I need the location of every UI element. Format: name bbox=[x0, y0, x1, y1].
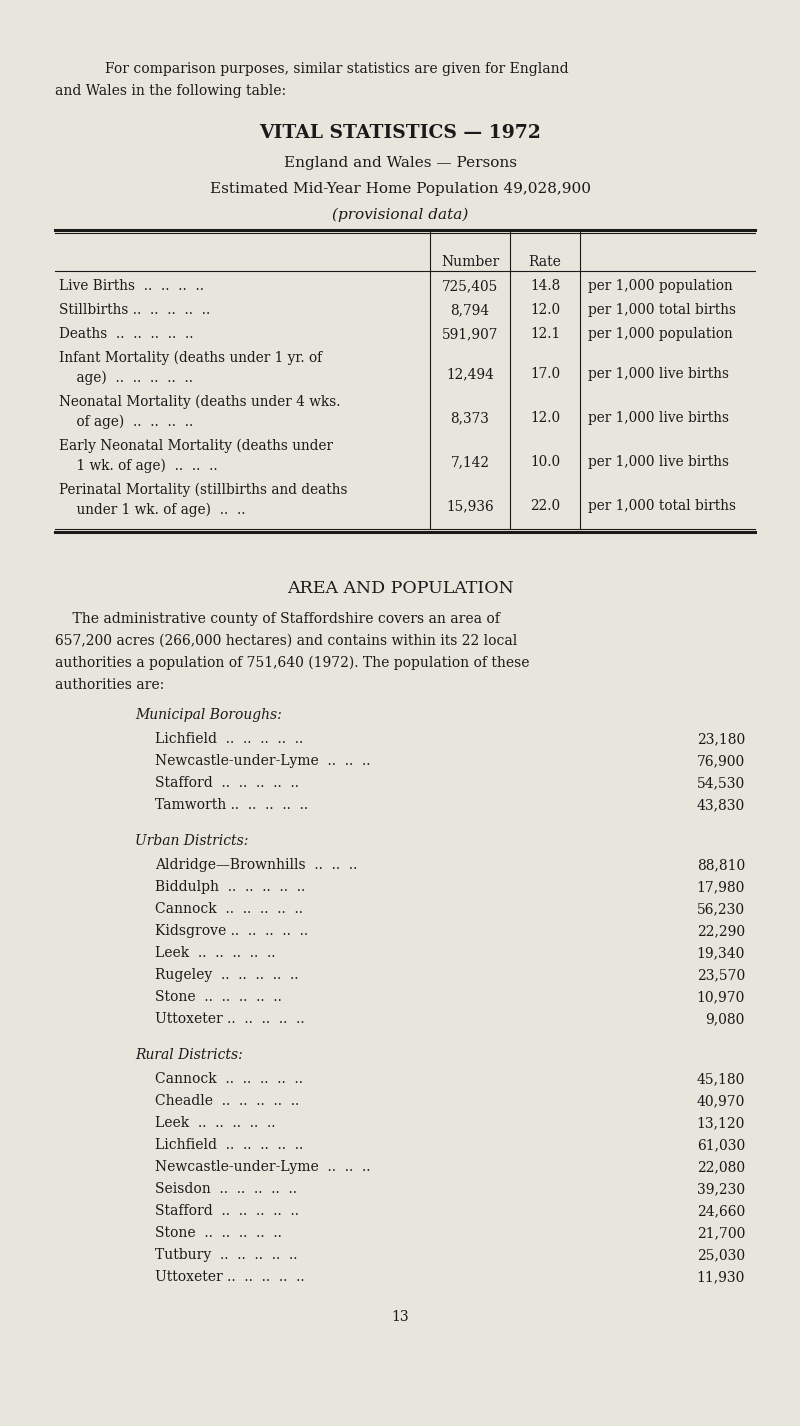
Text: (provisional data): (provisional data) bbox=[332, 208, 468, 222]
Text: per 1,000 live births: per 1,000 live births bbox=[588, 366, 729, 381]
Text: 17,980: 17,980 bbox=[697, 880, 745, 894]
Text: 11,930: 11,930 bbox=[697, 1271, 745, 1283]
Text: Neonatal Mortality (deaths under 4 wks.: Neonatal Mortality (deaths under 4 wks. bbox=[59, 395, 341, 409]
Text: 12.0: 12.0 bbox=[530, 411, 560, 425]
Text: 45,180: 45,180 bbox=[697, 1072, 745, 1087]
Text: 15,936: 15,936 bbox=[446, 499, 494, 513]
Text: Perinatal Mortality (stillbirths and deaths: Perinatal Mortality (stillbirths and dea… bbox=[59, 483, 347, 498]
Text: Leek  ..  ..  ..  ..  ..: Leek .. .. .. .. .. bbox=[155, 945, 275, 960]
Text: 22.0: 22.0 bbox=[530, 499, 560, 513]
Text: 19,340: 19,340 bbox=[697, 945, 745, 960]
Text: Lichfield  ..  ..  ..  ..  ..: Lichfield .. .. .. .. .. bbox=[155, 732, 303, 746]
Text: 13: 13 bbox=[391, 1310, 409, 1323]
Text: Stillbirths ..  ..  ..  ..  ..: Stillbirths .. .. .. .. .. bbox=[59, 302, 210, 317]
Text: 1 wk. of age)  ..  ..  ..: 1 wk. of age) .. .. .. bbox=[59, 459, 218, 473]
Text: 12.1: 12.1 bbox=[530, 327, 560, 341]
Text: Early Neonatal Mortality (deaths under: Early Neonatal Mortality (deaths under bbox=[59, 439, 333, 453]
Text: 12.0: 12.0 bbox=[530, 302, 560, 317]
Text: Kidsgrove ..  ..  ..  ..  ..: Kidsgrove .. .. .. .. .. bbox=[155, 924, 308, 938]
Text: 10.0: 10.0 bbox=[530, 455, 560, 469]
Text: Leek  ..  ..  ..  ..  ..: Leek .. .. .. .. .. bbox=[155, 1117, 275, 1129]
Text: Stafford  ..  ..  ..  ..  ..: Stafford .. .. .. .. .. bbox=[155, 776, 299, 790]
Text: Uttoxeter ..  ..  ..  ..  ..: Uttoxeter .. .. .. .. .. bbox=[155, 1271, 305, 1283]
Text: 40,970: 40,970 bbox=[697, 1094, 745, 1108]
Text: 9,080: 9,080 bbox=[706, 1012, 745, 1025]
Text: 7,142: 7,142 bbox=[450, 455, 490, 469]
Text: Aldridge—Brownhills  ..  ..  ..: Aldridge—Brownhills .. .. .. bbox=[155, 858, 358, 873]
Text: 13,120: 13,120 bbox=[697, 1117, 745, 1129]
Text: For comparison purposes, similar statistics are given for England: For comparison purposes, similar statist… bbox=[105, 61, 569, 76]
Text: 22,290: 22,290 bbox=[697, 924, 745, 938]
Text: 17.0: 17.0 bbox=[530, 366, 560, 381]
Text: 14.8: 14.8 bbox=[530, 279, 560, 292]
Text: 61,030: 61,030 bbox=[697, 1138, 745, 1152]
Text: 8,794: 8,794 bbox=[450, 302, 490, 317]
Text: AREA AND POPULATION: AREA AND POPULATION bbox=[286, 580, 514, 597]
Text: per 1,000 live births: per 1,000 live births bbox=[588, 455, 729, 469]
Text: Rural Districts:: Rural Districts: bbox=[135, 1048, 242, 1062]
Text: Biddulph  ..  ..  ..  ..  ..: Biddulph .. .. .. .. .. bbox=[155, 880, 306, 894]
Text: per 1,000 total births: per 1,000 total births bbox=[588, 499, 736, 513]
Text: The administrative county of Staffordshire covers an area of: The administrative county of Staffordshi… bbox=[55, 612, 500, 626]
Text: Stone  ..  ..  ..  ..  ..: Stone .. .. .. .. .. bbox=[155, 1226, 282, 1241]
Text: per 1,000 population: per 1,000 population bbox=[588, 327, 733, 341]
Text: Stone  ..  ..  ..  ..  ..: Stone .. .. .. .. .. bbox=[155, 990, 282, 1004]
Text: per 1,000 population: per 1,000 population bbox=[588, 279, 733, 292]
Text: Cannock  ..  ..  ..  ..  ..: Cannock .. .. .. .. .. bbox=[155, 903, 303, 915]
Text: Lichfield  ..  ..  ..  ..  ..: Lichfield .. .. .. .. .. bbox=[155, 1138, 303, 1152]
Text: 12,494: 12,494 bbox=[446, 366, 494, 381]
Text: Newcastle-under-Lyme  ..  ..  ..: Newcastle-under-Lyme .. .. .. bbox=[155, 1159, 370, 1174]
Text: Estimated Mid-Year Home Population 49,028,900: Estimated Mid-Year Home Population 49,02… bbox=[210, 183, 590, 195]
Text: Tamworth ..  ..  ..  ..  ..: Tamworth .. .. .. .. .. bbox=[155, 799, 308, 811]
Text: 56,230: 56,230 bbox=[697, 903, 745, 915]
Text: 725,405: 725,405 bbox=[442, 279, 498, 292]
Text: of age)  ..  ..  ..  ..: of age) .. .. .. .. bbox=[59, 415, 194, 429]
Text: 21,700: 21,700 bbox=[697, 1226, 745, 1241]
Text: per 1,000 live births: per 1,000 live births bbox=[588, 411, 729, 425]
Text: 8,373: 8,373 bbox=[450, 411, 490, 425]
Text: 591,907: 591,907 bbox=[442, 327, 498, 341]
Text: Seisdon  ..  ..  ..  ..  ..: Seisdon .. .. .. .. .. bbox=[155, 1182, 297, 1196]
Text: Deaths  ..  ..  ..  ..  ..: Deaths .. .. .. .. .. bbox=[59, 327, 194, 341]
Text: Newcastle-under-Lyme  ..  ..  ..: Newcastle-under-Lyme .. .. .. bbox=[155, 754, 370, 769]
Text: and Wales in the following table:: and Wales in the following table: bbox=[55, 84, 286, 98]
Text: Cheadle  ..  ..  ..  ..  ..: Cheadle .. .. .. .. .. bbox=[155, 1094, 299, 1108]
Text: VITAL STATISTICS — 1972: VITAL STATISTICS — 1972 bbox=[259, 124, 541, 143]
Text: age)  ..  ..  ..  ..  ..: age) .. .. .. .. .. bbox=[59, 371, 193, 385]
Text: Urban Districts:: Urban Districts: bbox=[135, 834, 248, 848]
Text: per 1,000 total births: per 1,000 total births bbox=[588, 302, 736, 317]
Text: 54,530: 54,530 bbox=[697, 776, 745, 790]
Text: 657,200 acres (266,000 hectares) and contains within its 22 local: 657,200 acres (266,000 hectares) and con… bbox=[55, 635, 518, 647]
Text: Uttoxeter ..  ..  ..  ..  ..: Uttoxeter .. .. .. .. .. bbox=[155, 1012, 305, 1025]
Text: authorities a population of 751,640 (1972). The population of these: authorities a population of 751,640 (197… bbox=[55, 656, 530, 670]
Text: authorities are:: authorities are: bbox=[55, 677, 164, 692]
Text: 25,030: 25,030 bbox=[697, 1248, 745, 1262]
Text: 23,570: 23,570 bbox=[697, 968, 745, 983]
Text: 23,180: 23,180 bbox=[697, 732, 745, 746]
Text: Cannock  ..  ..  ..  ..  ..: Cannock .. .. .. .. .. bbox=[155, 1072, 303, 1087]
Text: Infant Mortality (deaths under 1 yr. of: Infant Mortality (deaths under 1 yr. of bbox=[59, 351, 322, 365]
Text: 88,810: 88,810 bbox=[697, 858, 745, 873]
Text: Number: Number bbox=[441, 255, 499, 270]
Text: Rugeley  ..  ..  ..  ..  ..: Rugeley .. .. .. .. .. bbox=[155, 968, 298, 983]
Text: 76,900: 76,900 bbox=[697, 754, 745, 769]
Text: Municipal Boroughs:: Municipal Boroughs: bbox=[135, 707, 282, 722]
Text: 43,830: 43,830 bbox=[697, 799, 745, 811]
Text: 24,660: 24,660 bbox=[697, 1204, 745, 1218]
Text: under 1 wk. of age)  ..  ..: under 1 wk. of age) .. .. bbox=[59, 503, 246, 518]
Text: England and Wales — Persons: England and Wales — Persons bbox=[283, 155, 517, 170]
Text: 39,230: 39,230 bbox=[697, 1182, 745, 1196]
Text: Live Births  ..  ..  ..  ..: Live Births .. .. .. .. bbox=[59, 279, 204, 292]
Text: Rate: Rate bbox=[529, 255, 562, 270]
Text: 10,970: 10,970 bbox=[697, 990, 745, 1004]
Text: Tutbury  ..  ..  ..  ..  ..: Tutbury .. .. .. .. .. bbox=[155, 1248, 298, 1262]
Text: Stafford  ..  ..  ..  ..  ..: Stafford .. .. .. .. .. bbox=[155, 1204, 299, 1218]
Text: 22,080: 22,080 bbox=[697, 1159, 745, 1174]
